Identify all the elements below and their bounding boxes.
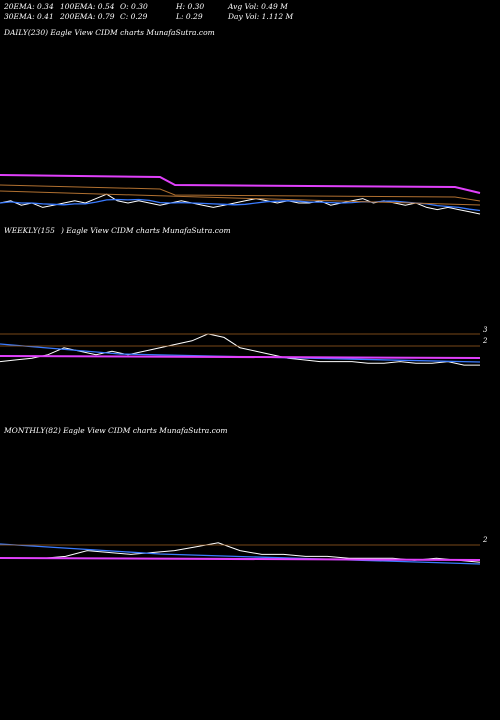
daily-ema20-line (0, 198, 481, 212)
weekly-ema-fast-line (0, 343, 481, 363)
daily-chart (0, 174, 481, 215)
weekly-chart: 3 2 (0, 326, 488, 366)
stat-avg-vol: Avg Vol: 0.49 M (228, 2, 288, 11)
stat-open: O: 0.30 (120, 2, 148, 11)
daily-price-line (0, 193, 481, 215)
weekly-ema200-line (0, 355, 481, 359)
stat-low: L: 0.29 (176, 12, 203, 21)
weekly-label-b: ) Eagle View CIDM charts MunafaSutra.com (60, 226, 231, 235)
monthly-chart: 2 (0, 536, 488, 565)
stat-30ema: 30EMA: 0.41 (4, 12, 54, 21)
stat-100ema: 100EMA: 0.54 (60, 2, 115, 11)
stat-day-vol: Day Vol: 1.112 M (228, 12, 294, 21)
weekly-tick-3: 3 (483, 326, 488, 334)
monthly-ema200-line (0, 557, 481, 561)
daily-ema200-line (0, 174, 481, 194)
stat-close: C: 0.29 (120, 12, 148, 21)
monthly-ema-fast-line (0, 543, 481, 565)
stat-200ema: 200EMA: 0.79 (60, 12, 115, 21)
daily-ema100-line (0, 184, 481, 202)
stat-20ema: 20EMA: 0.34 (4, 2, 54, 11)
daily-panel-label: DAILY(230) Eagle View CIDM charts Munafa… (4, 28, 215, 37)
weekly-label-a: WEEKLY(155 (4, 226, 55, 235)
stat-high: H: 0.30 (176, 2, 205, 11)
monthly-panel-label: MONTHLY(82) Eagle View CIDM charts Munaf… (4, 426, 228, 435)
monthly-tick-2: 2 (482, 536, 488, 544)
weekly-panel-label: WEEKLY(155 ) Eagle View CIDM charts Munaf… (4, 226, 237, 235)
daily-ema50-line (0, 190, 481, 206)
weekly-tick-2: 2 (482, 337, 488, 345)
